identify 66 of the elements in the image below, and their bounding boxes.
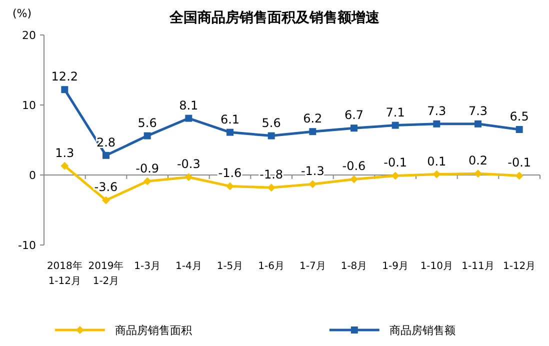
data-label: 5.6 xyxy=(262,116,281,130)
point xyxy=(102,196,110,204)
data-label: 6.7 xyxy=(344,108,364,122)
point xyxy=(185,114,192,122)
point xyxy=(474,120,482,128)
point xyxy=(61,86,68,94)
data-label: -0.3 xyxy=(176,157,200,172)
data-label: -0.1 xyxy=(384,156,408,170)
data-label: 12.2 xyxy=(51,70,78,84)
x-tick-label: 1-8月 xyxy=(340,261,368,272)
point xyxy=(391,172,400,180)
point xyxy=(144,132,151,140)
y-axis-title: (%) xyxy=(12,7,32,20)
point xyxy=(267,184,276,192)
point xyxy=(102,152,110,159)
point xyxy=(392,122,399,129)
x-tick-label: 1-3月 xyxy=(134,261,161,272)
y-tick-label: -10 xyxy=(18,239,36,252)
point xyxy=(433,120,440,128)
x-tick-label: 2018年 1-12月 xyxy=(46,260,82,287)
data-label: -1.6 xyxy=(218,166,242,180)
x-tick-label: 1-7月 xyxy=(299,261,326,272)
point xyxy=(350,175,358,184)
x-tick-label: 2019年 1-2月 xyxy=(88,260,124,287)
x-tick-label: 1-11月 xyxy=(462,261,494,272)
data-label: 6.1 xyxy=(220,112,240,126)
x-tick-label: 1-12月 xyxy=(502,261,536,272)
x-tick-label: 1-5月 xyxy=(216,261,244,272)
x-tick-label: 1-6月 xyxy=(258,261,285,272)
y-tick-label: 20 xyxy=(22,29,36,42)
chart-title: 全国商品房销售面积及销售额增速 xyxy=(168,9,380,26)
data-label: 0.2 xyxy=(468,154,488,168)
point xyxy=(474,170,482,178)
point xyxy=(309,128,316,136)
data-label: 7.1 xyxy=(386,105,405,120)
y-tick-label: 0 xyxy=(29,169,36,182)
legend-label: 商品房销售面积 xyxy=(114,324,192,337)
point xyxy=(350,124,358,132)
point xyxy=(60,162,69,170)
data-label: -0.1 xyxy=(508,156,532,170)
point xyxy=(268,132,275,140)
data-label: -0.6 xyxy=(342,159,366,174)
data-label: 7.3 xyxy=(427,104,446,118)
data-label: 8.1 xyxy=(179,98,198,112)
point xyxy=(184,173,193,182)
data-label: 6.5 xyxy=(510,110,529,124)
data-label: -0.9 xyxy=(136,161,160,176)
x-tick-label: 1-4月 xyxy=(175,261,202,272)
x-tick-label: 1-9月 xyxy=(382,261,409,272)
point xyxy=(226,128,234,136)
point xyxy=(226,182,234,190)
data-label: -3.6 xyxy=(94,180,118,194)
data-label: 1.3 xyxy=(55,146,74,160)
point xyxy=(143,177,152,186)
x-tick-label: 1-10月 xyxy=(420,261,454,272)
data-label: 5.6 xyxy=(138,116,157,130)
point xyxy=(515,172,524,180)
data-label: -1.3 xyxy=(300,164,324,178)
data-label: -1.8 xyxy=(260,168,284,182)
data-label: 7.3 xyxy=(468,104,488,118)
data-label: 6.2 xyxy=(303,112,322,126)
point xyxy=(308,180,317,188)
legend-label: 商品房销售额 xyxy=(389,324,456,337)
data-label: 0.1 xyxy=(427,154,446,168)
y-tick-label: 10 xyxy=(22,99,36,112)
point xyxy=(516,126,523,133)
